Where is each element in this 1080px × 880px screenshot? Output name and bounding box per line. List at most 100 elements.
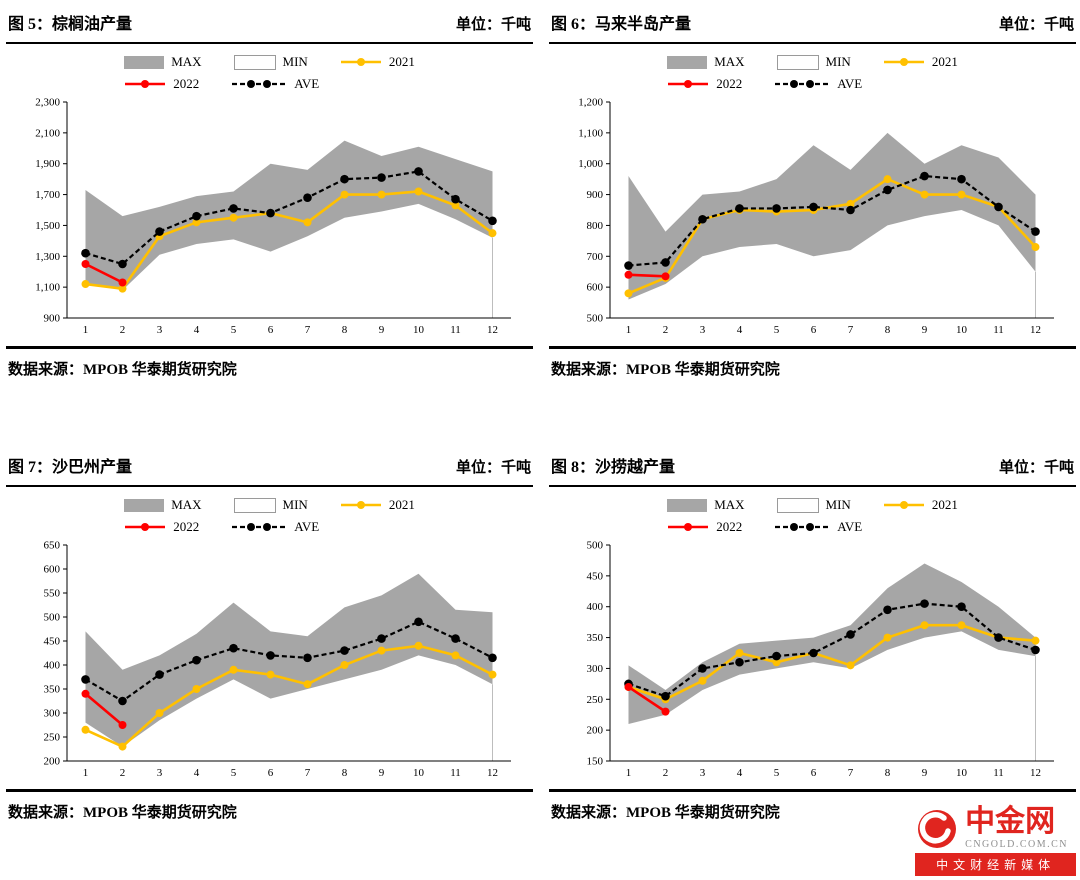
svg-text:500: 500	[586, 313, 603, 325]
logo-name: 中金网	[965, 805, 1056, 838]
svg-text:200: 200	[586, 725, 603, 737]
cngold-swirl-icon	[918, 809, 957, 848]
svg-text:4: 4	[193, 767, 199, 779]
svg-text:9: 9	[921, 324, 927, 336]
chart-panel-fig8: 图 8：沙捞越产量 单位：千吨 MAX MIN 2021 2022 AVE 15…	[549, 447, 1076, 822]
min-band-swatch	[776, 497, 819, 513]
svg-text:2,300: 2,300	[35, 97, 60, 109]
cngold-logo-main: 中金网 CNGOLD.COM.CN	[915, 807, 1076, 850]
line-2022-swatch	[125, 523, 166, 531]
chart-unit-label: 单位：千吨	[455, 460, 531, 476]
svg-text:150: 150	[586, 756, 603, 768]
svg-text:4: 4	[736, 324, 742, 336]
chart-title: 图 7：沙巴州产量	[8, 459, 133, 476]
min-band-swatch	[233, 497, 276, 513]
svg-text:3: 3	[156, 324, 162, 336]
logo-tagline: 中文财经新媒体	[915, 853, 1076, 876]
chart-title: 图 5：棕榈油产量	[8, 16, 133, 33]
svg-text:7: 7	[847, 767, 853, 779]
svg-text:1: 1	[82, 767, 88, 779]
svg-text:9: 9	[921, 767, 927, 779]
svg-text:12: 12	[1030, 767, 1041, 779]
svg-text:900: 900	[586, 189, 603, 201]
source-note: 数据来源：MPOB 华泰期货研究院	[6, 346, 533, 379]
chart-unit-label: 单位：千吨	[455, 17, 531, 33]
svg-text:1,100: 1,100	[578, 127, 603, 139]
svg-text:11: 11	[450, 324, 461, 336]
svg-text:6: 6	[810, 324, 816, 336]
legend-item-2022: 2022	[124, 519, 199, 535]
legend-ave-label: AVE	[837, 519, 863, 534]
svg-text:2,100: 2,100	[35, 127, 60, 139]
legend-2021-label: 2021	[931, 54, 958, 69]
svg-text:10: 10	[413, 324, 425, 336]
svg-text:350: 350	[586, 632, 603, 644]
svg-text:11: 11	[993, 767, 1004, 779]
line-2021-swatch	[883, 501, 924, 509]
legend-item-ave: AVE	[231, 519, 319, 535]
svg-text:1,000: 1,000	[578, 158, 603, 170]
chart-unit-label: 单位：千吨	[998, 17, 1074, 33]
legend-item-ave: AVE	[774, 519, 862, 535]
legend-item-2021: 2021	[883, 497, 958, 513]
legend-item-ave: AVE	[231, 76, 319, 92]
line-2022-swatch	[668, 80, 709, 88]
svg-text:8: 8	[341, 324, 347, 336]
source-note: 数据来源：MPOB 华泰期货研究院	[549, 789, 1076, 822]
svg-text:11: 11	[450, 767, 461, 779]
legend-row-2: 2022 AVE	[124, 76, 319, 92]
legend-item-min: MIN	[233, 54, 308, 70]
svg-text:1,300: 1,300	[35, 251, 60, 263]
svg-text:6: 6	[267, 767, 273, 779]
legend-item-2021: 2021	[340, 497, 415, 513]
legend-item-max: MAX	[667, 497, 745, 513]
min-band-swatch	[233, 54, 276, 70]
line-ave-swatch	[232, 80, 287, 88]
svg-text:7: 7	[847, 324, 853, 336]
legend-ave-label: AVE	[837, 76, 863, 91]
legend-2022-label: 2022	[716, 519, 743, 534]
svg-text:4: 4	[193, 324, 199, 336]
legend-row-1: MAX MIN 2021	[667, 54, 958, 70]
svg-text:250: 250	[43, 732, 60, 744]
legend-max-label: MAX	[714, 54, 745, 69]
line-2021-swatch	[340, 58, 381, 66]
legend-item-min: MIN	[776, 54, 851, 70]
svg-text:550: 550	[43, 588, 60, 600]
legend-item-2021: 2021	[883, 54, 958, 70]
svg-text:12: 12	[487, 324, 498, 336]
svg-text:1: 1	[625, 767, 631, 779]
legend-item-max: MAX	[124, 497, 202, 513]
panel-header: 图 7：沙巴州产量 单位：千吨	[6, 447, 533, 487]
line-ave-swatch	[775, 523, 830, 531]
svg-text:9: 9	[378, 324, 384, 336]
legend-row-2: 2022 AVE	[667, 519, 862, 535]
legend-max-label: MAX	[171, 54, 202, 69]
legend-item-2022: 2022	[667, 519, 742, 535]
svg-text:8: 8	[884, 324, 890, 336]
svg-text:300: 300	[586, 663, 603, 675]
svg-text:450: 450	[43, 636, 60, 648]
svg-text:350: 350	[43, 684, 60, 696]
svg-text:8: 8	[884, 767, 890, 779]
legend-min-label: MIN	[825, 54, 851, 69]
legend-min-label: MIN	[825, 497, 851, 512]
legend-item-2021: 2021	[340, 54, 415, 70]
chart-panel-fig6: 图 6：马来半岛产量 单位：千吨 MAX MIN 2021 2022 AVE 5…	[549, 4, 1076, 379]
max-band-swatch	[667, 498, 708, 512]
svg-text:600: 600	[586, 282, 603, 294]
legend-ave-label: AVE	[294, 76, 320, 91]
chart-panel-fig7: 图 7：沙巴州产量 单位：千吨 MAX MIN 2021 2022 AVE 20…	[6, 447, 533, 822]
max-band-swatch	[124, 498, 165, 512]
legend-min-label: MIN	[282, 54, 308, 69]
legend-max-label: MAX	[714, 497, 745, 512]
line-2021-swatch	[340, 501, 381, 509]
svg-text:6: 6	[810, 767, 816, 779]
line-2022-swatch	[668, 523, 709, 531]
legend-row-1: MAX MIN 2021	[124, 54, 415, 70]
